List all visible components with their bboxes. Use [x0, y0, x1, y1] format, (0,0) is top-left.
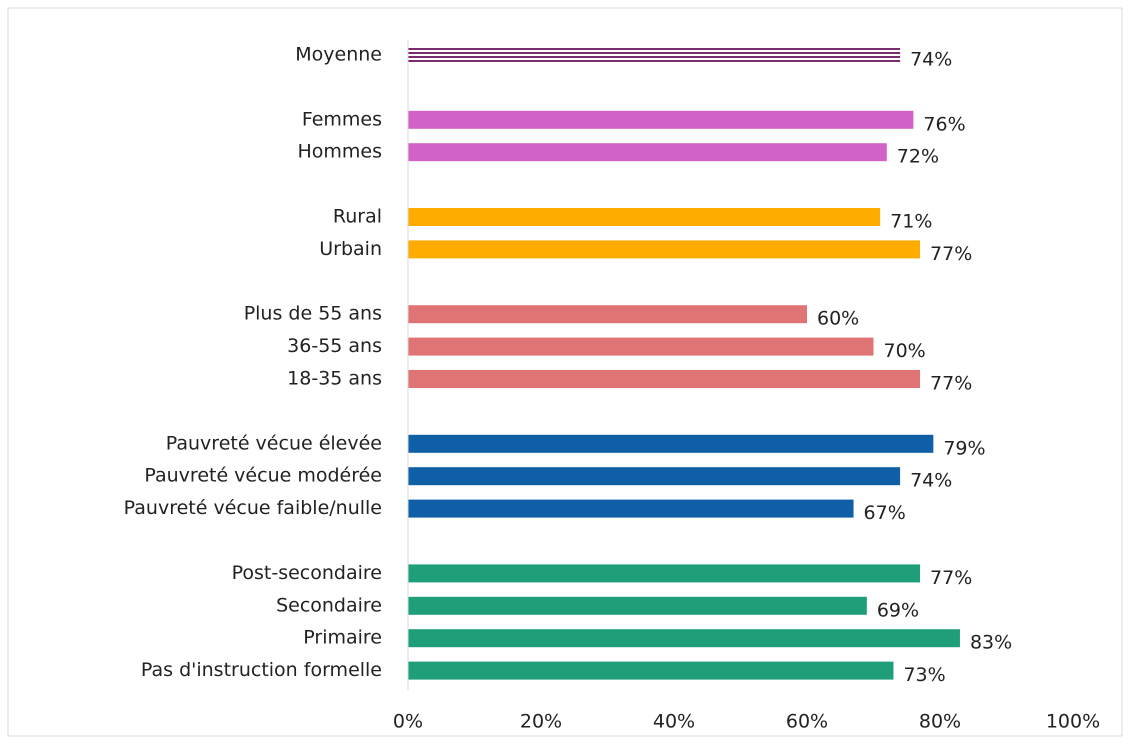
y-tick-label: Post-secondaire	[232, 562, 382, 584]
bar	[408, 240, 921, 259]
bar	[408, 208, 881, 226]
bar	[408, 629, 960, 648]
bar	[408, 305, 807, 324]
y-tick-label: Rural	[333, 206, 382, 228]
bar	[408, 370, 921, 388]
y-tick-label: Pauvreté vécue faible/nulle	[124, 497, 382, 519]
x-tick-label: 40%	[653, 711, 695, 733]
bar	[408, 46, 901, 64]
x-tick-label: 60%	[786, 711, 828, 733]
value-label: 74%	[910, 49, 952, 71]
y-tick-label: Pas d'instruction formelle	[141, 659, 382, 681]
y-tick-label: Plus de 55 ans	[244, 303, 382, 325]
y-tick-label: Primaire	[303, 627, 382, 649]
x-tick-label: 80%	[919, 711, 961, 733]
bar	[408, 596, 867, 615]
bar	[408, 110, 914, 129]
value-label: 77%	[930, 567, 972, 589]
y-tick-label: Pauvreté vécue élevée	[166, 432, 382, 454]
y-tick-label: Femmes	[302, 108, 382, 130]
bar	[408, 143, 887, 162]
x-tick-label: 20%	[520, 711, 562, 733]
bar	[408, 564, 921, 583]
value-label: 69%	[877, 599, 919, 621]
y-tick-label: 18-35 ans	[287, 368, 382, 390]
value-label: 72%	[897, 146, 939, 168]
bar	[408, 337, 874, 356]
y-tick-label: Secondaire	[276, 594, 382, 616]
value-label: 74%	[910, 470, 952, 492]
y-tick-label: 36-55 ans	[287, 335, 382, 357]
value-label: 60%	[817, 308, 859, 330]
bar	[408, 661, 894, 680]
value-label: 76%	[923, 113, 965, 135]
bar	[408, 499, 854, 518]
value-label: 77%	[930, 243, 972, 265]
value-label: 70%	[884, 340, 926, 362]
y-tick-label: Urbain	[319, 238, 382, 260]
x-tick-label: 0%	[393, 711, 423, 733]
value-label: 79%	[943, 437, 985, 459]
value-label: 67%	[864, 502, 906, 524]
y-tick-label: Moyenne	[295, 44, 382, 66]
bar	[408, 434, 934, 453]
y-tick-label: Pauvreté vécue modérée	[144, 465, 382, 487]
value-label: 71%	[890, 211, 932, 233]
value-label: 83%	[970, 632, 1012, 654]
x-tick-label: 100%	[1046, 711, 1100, 733]
value-label: 77%	[930, 373, 972, 395]
y-tick-label: Hommes	[297, 141, 382, 163]
bar	[408, 467, 901, 486]
value-label: 73%	[903, 664, 945, 686]
